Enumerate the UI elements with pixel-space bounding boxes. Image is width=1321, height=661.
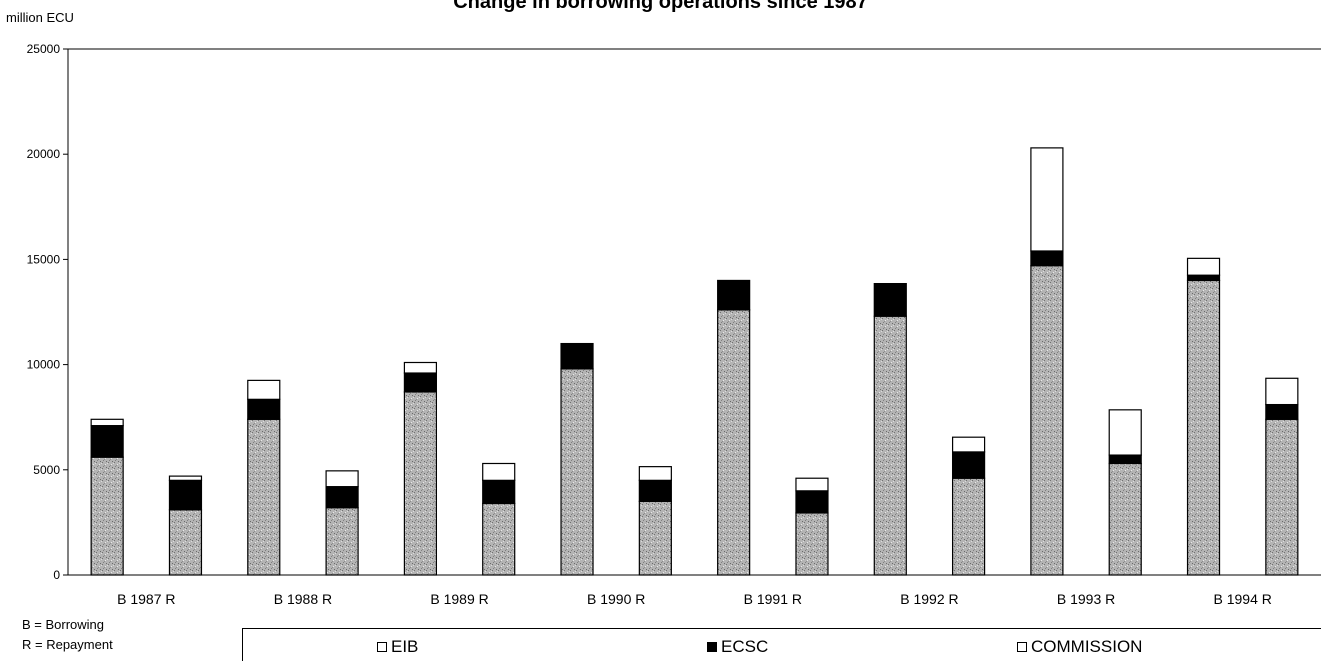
legend-item-eib: EIB bbox=[377, 637, 418, 657]
legend-item-ecsc: ECSC bbox=[707, 637, 768, 657]
bar-segment-commission-b-1989 bbox=[403, 361, 438, 374]
bar-segment-ecsc-r-1987 bbox=[168, 479, 203, 511]
bar-segment-ecsc-r-1993 bbox=[1108, 454, 1142, 465]
bar-segment-commission-b-1987 bbox=[90, 418, 124, 427]
bar-segment-commission-b-1988 bbox=[247, 379, 281, 400]
bar-segment-eib-r-1987 bbox=[168, 509, 203, 576]
legend-swatch-ecsc bbox=[707, 642, 717, 652]
bar-segment-eib-r-1992 bbox=[951, 477, 986, 576]
y-tick-label: 20000 bbox=[27, 147, 61, 161]
bar-segment-ecsc-b-1987 bbox=[90, 425, 124, 458]
x-category-label: B 1990 R bbox=[587, 591, 645, 607]
bar-segment-eib-r-1989 bbox=[482, 502, 516, 576]
bar-segment-ecsc-b-1988 bbox=[247, 398, 281, 420]
x-category-label: B 1987 R bbox=[117, 591, 175, 607]
bar-segment-eib-r-1994 bbox=[1265, 418, 1299, 576]
repayment-note: R = Repayment bbox=[22, 637, 113, 652]
bar-segment-commission-r-1991 bbox=[795, 477, 829, 492]
bar-segment-eib-r-1988 bbox=[325, 507, 359, 576]
bar-segment-eib-b-1994 bbox=[1186, 279, 1221, 576]
bar-segment-ecsc-b-1992 bbox=[873, 282, 907, 317]
bar-segment-ecsc-b-1993 bbox=[1030, 250, 1064, 267]
bar-segment-eib-b-1989 bbox=[403, 391, 438, 576]
bar-segment-eib-r-1990 bbox=[638, 500, 672, 576]
legend: EIB ECSC COMMISSION bbox=[242, 628, 1321, 661]
bar-segment-eib-b-1988 bbox=[247, 418, 281, 576]
stacked-bar-chart: 0 5000 10000 15000 20000 25000 B 1987 R B 1988 … bbox=[27, 42, 1321, 607]
bar-segment-ecsc-b-1990 bbox=[560, 342, 594, 370]
bar-segment-ecsc-b-1994 bbox=[1186, 274, 1221, 282]
bar-segment-eib-b-1987 bbox=[90, 456, 124, 576]
bar-segment-ecsc-r-1988 bbox=[325, 486, 359, 509]
legend-label-commission: COMMISSION bbox=[1031, 637, 1143, 656]
bar-segment-ecsc-r-1991 bbox=[795, 490, 829, 514]
legend-item-commission: COMMISSION bbox=[1017, 637, 1142, 657]
x-category-label: B 1992 R bbox=[900, 591, 958, 607]
y-tick-label: 10000 bbox=[27, 358, 61, 372]
bar-segment-commission-b-1993 bbox=[1030, 147, 1064, 252]
bar-segment-eib-b-1990 bbox=[560, 368, 594, 576]
bar-segment-commission-r-1990 bbox=[638, 466, 672, 481]
x-category-label: B 1993 R bbox=[1057, 591, 1115, 607]
y-tick-label: 0 bbox=[53, 568, 60, 582]
bar-segment-commission-r-1993 bbox=[1108, 409, 1142, 456]
bar-segment-eib-r-1991 bbox=[795, 512, 829, 576]
y-tick-label: 15000 bbox=[27, 252, 61, 266]
chart-title: Change in borrowing operations since 198… bbox=[453, 0, 868, 13]
bar-segment-eib-r-1993 bbox=[1108, 462, 1142, 576]
bar-segment-ecsc-r-1989 bbox=[482, 479, 516, 505]
legend-swatch-eib bbox=[377, 642, 387, 652]
legend-label-ecsc: ECSC bbox=[721, 637, 769, 656]
y-tick-label: 25000 bbox=[27, 42, 61, 56]
borrowing-note: B = Borrowing bbox=[22, 617, 105, 632]
bar-segment-commission-b-1994 bbox=[1186, 257, 1221, 276]
x-category-label: B 1991 R bbox=[744, 591, 802, 607]
y-axis-unit-label: million ECU bbox=[6, 10, 74, 25]
bar-segment-commission-r-1987 bbox=[168, 475, 203, 481]
bar-segment-ecsc-b-1989 bbox=[403, 372, 438, 393]
bar-segment-commission-r-1994 bbox=[1265, 377, 1299, 406]
legend-swatch-commission bbox=[1017, 642, 1027, 652]
bar-segment-ecsc-b-1991 bbox=[717, 279, 751, 311]
bar-segment-commission-r-1989 bbox=[482, 462, 516, 481]
x-category-label: B 1988 R bbox=[274, 591, 332, 607]
legend-label-eib: EIB bbox=[391, 637, 419, 656]
bar-segment-ecsc-r-1992 bbox=[951, 451, 986, 479]
bar-segment-eib-b-1993 bbox=[1030, 265, 1064, 576]
bar-segment-ecsc-r-1990 bbox=[638, 479, 672, 502]
bar-segment-ecsc-r-1994 bbox=[1265, 403, 1299, 420]
x-category-label: B 1994 R bbox=[1214, 591, 1272, 607]
bar-segment-commission-r-1992 bbox=[951, 436, 986, 453]
bar-segment-commission-r-1988 bbox=[325, 470, 359, 488]
bar-segment-eib-b-1991 bbox=[717, 309, 751, 576]
y-tick-label: 5000 bbox=[33, 463, 60, 477]
x-category-label: B 1989 R bbox=[430, 591, 488, 607]
bar-segment-eib-b-1992 bbox=[873, 315, 907, 576]
